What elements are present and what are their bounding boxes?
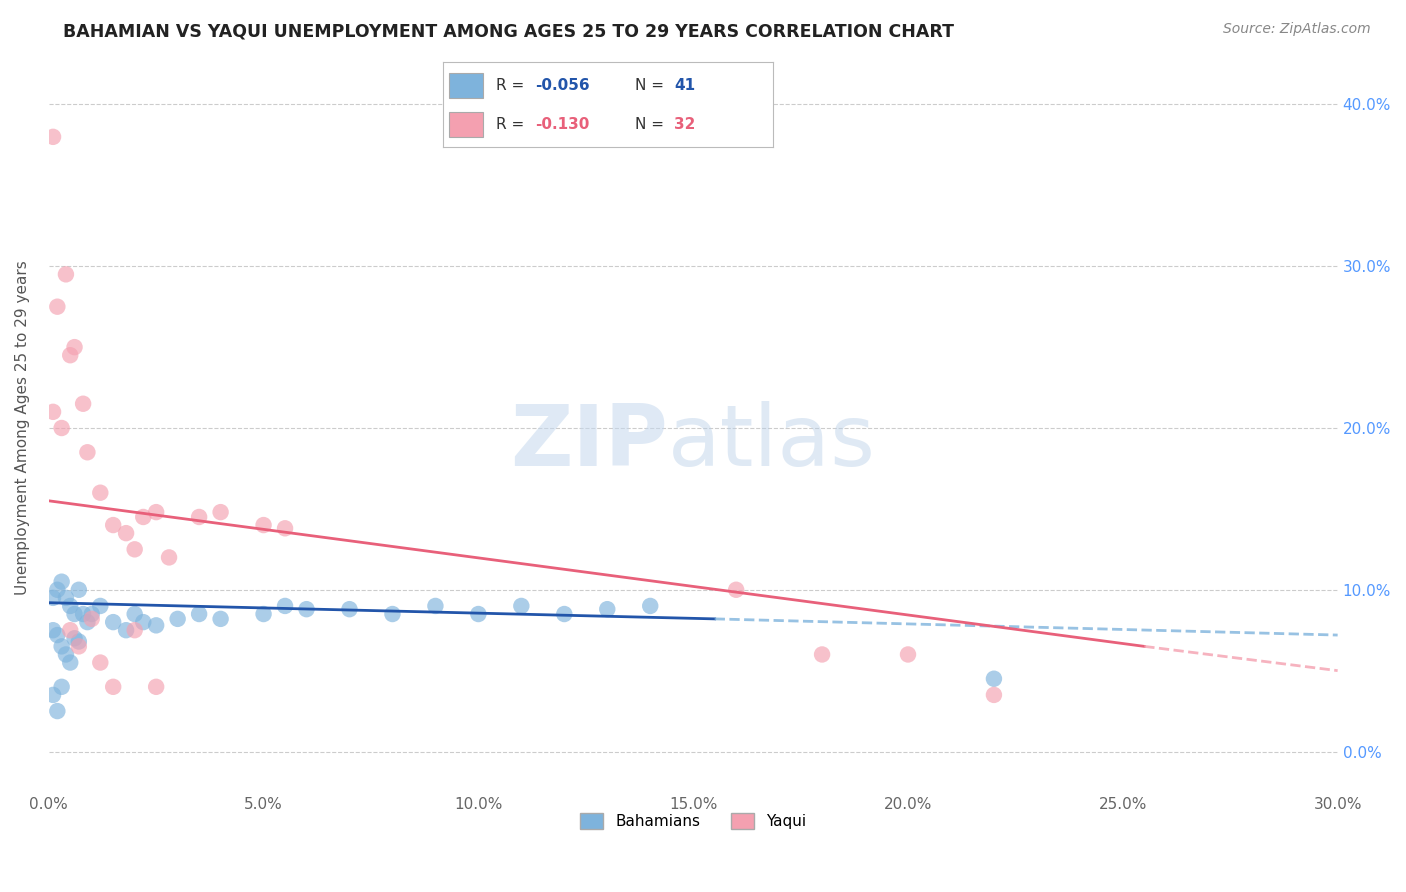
Text: -0.056: -0.056 (536, 78, 591, 93)
Point (124, 607, 146, 621)
Point (252, 607, 274, 621)
Text: N =: N = (634, 117, 668, 132)
Point (132, 510, 155, 524)
Text: 32: 32 (675, 117, 696, 132)
Text: -0.130: -0.130 (536, 117, 589, 132)
Point (553, 607, 575, 621)
Point (80, 612, 103, 626)
Point (63, 632, 86, 646)
Point (42, 591, 65, 605)
Point (274, 599, 297, 613)
Point (42, 624, 65, 638)
Point (46, 628, 69, 642)
Point (145, 680, 167, 694)
Point (72, 607, 94, 621)
Point (51, 574, 73, 589)
Point (132, 615, 155, 629)
Point (339, 602, 361, 616)
Text: ZIP: ZIP (509, 401, 668, 484)
Point (103, 518, 125, 533)
Point (209, 505, 232, 519)
Point (46, 582, 69, 597)
Point (811, 648, 834, 662)
Point (55, 591, 77, 605)
Point (295, 602, 318, 616)
Point (124, 624, 146, 638)
Point (274, 521, 297, 535)
Point (145, 618, 167, 632)
Point (80, 607, 103, 621)
Point (59, 348, 82, 362)
Point (63, 607, 86, 621)
Point (209, 612, 232, 626)
Point (145, 505, 167, 519)
Point (76, 445, 98, 459)
Point (725, 582, 748, 597)
Text: N =: N = (634, 78, 668, 93)
Point (381, 607, 404, 621)
Point (897, 648, 920, 662)
Point (59, 624, 82, 638)
Point (103, 680, 125, 694)
Point (42, 688, 65, 702)
Point (103, 615, 125, 629)
Point (89, 599, 111, 613)
Point (188, 510, 211, 524)
Point (51, 680, 73, 694)
Point (157, 550, 180, 565)
Point (67, 634, 90, 648)
Point (59, 656, 82, 670)
Point (467, 607, 489, 621)
Point (596, 602, 619, 616)
Point (983, 672, 1005, 686)
Point (46, 300, 69, 314)
Text: R =: R = (496, 117, 529, 132)
Point (55, 648, 77, 662)
Text: Source: ZipAtlas.com: Source: ZipAtlas.com (1223, 22, 1371, 37)
Point (42, 405, 65, 419)
Point (55, 268, 77, 282)
Text: R =: R = (496, 78, 529, 93)
Point (638, 599, 661, 613)
Point (51, 421, 73, 435)
Text: atlas: atlas (668, 401, 876, 484)
Point (46, 704, 69, 718)
Point (252, 518, 274, 533)
Point (124, 542, 146, 557)
Point (425, 599, 447, 613)
Point (510, 599, 533, 613)
Legend: Bahamians, Yaqui: Bahamians, Yaqui (574, 807, 813, 835)
Point (72, 397, 94, 411)
Point (89, 485, 111, 500)
Point (67, 640, 90, 654)
Point (188, 607, 211, 621)
Point (59, 599, 82, 613)
Point (115, 526, 138, 541)
Point (42, 129, 65, 144)
Point (166, 612, 188, 626)
Text: BAHAMIAN VS YAQUI UNEMPLOYMENT AMONG AGES 25 TO 29 YEARS CORRELATION CHART: BAHAMIAN VS YAQUI UNEMPLOYMENT AMONG AGE… (63, 22, 955, 40)
Point (115, 624, 138, 638)
FancyBboxPatch shape (450, 72, 482, 98)
Point (76, 615, 98, 629)
FancyBboxPatch shape (450, 112, 482, 137)
Point (983, 688, 1005, 702)
Text: 41: 41 (675, 78, 696, 93)
Point (89, 656, 111, 670)
Point (51, 640, 73, 654)
Point (67, 582, 90, 597)
Point (63, 340, 86, 354)
Y-axis label: Unemployment Among Ages 25 to 29 years: Unemployment Among Ages 25 to 29 years (15, 260, 30, 595)
